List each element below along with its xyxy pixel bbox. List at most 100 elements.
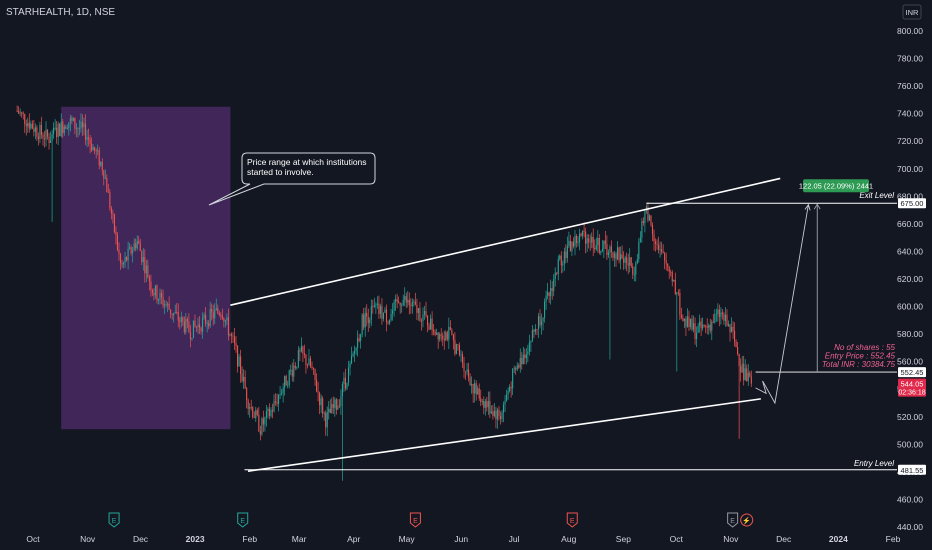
candle-body[interactable] (607, 252, 609, 255)
candle-body[interactable] (569, 240, 571, 252)
candle-body[interactable] (141, 250, 143, 263)
candle-body[interactable] (308, 358, 310, 366)
candle-body[interactable] (466, 369, 468, 372)
candle-body[interactable] (620, 254, 622, 261)
candle-body[interactable] (303, 353, 305, 355)
candle-body[interactable] (705, 325, 707, 327)
candle-body[interactable] (685, 318, 687, 327)
candle-body[interactable] (332, 404, 334, 408)
candle-body[interactable] (571, 241, 573, 252)
earnings-marker-icon[interactable] (409, 512, 421, 528)
candle-body[interactable] (551, 288, 553, 292)
candle-body[interactable] (636, 259, 638, 264)
candle-body[interactable] (393, 301, 395, 311)
candle-body[interactable] (651, 224, 654, 235)
candle-body[interactable] (287, 385, 289, 387)
candle-body[interactable] (398, 301, 400, 303)
candle-body[interactable] (483, 401, 485, 408)
candle-body[interactable] (157, 299, 160, 301)
candle-body[interactable] (323, 412, 325, 414)
candle-body[interactable] (616, 247, 619, 260)
candle-body[interactable] (568, 240, 570, 246)
candle-body[interactable] (518, 365, 520, 368)
candle-body[interactable] (528, 342, 530, 352)
candle-body[interactable] (316, 379, 318, 392)
candle-body[interactable] (416, 304, 418, 313)
candle-body[interactable] (718, 309, 720, 318)
candle-body[interactable] (215, 308, 217, 310)
candle-body[interactable] (606, 244, 608, 255)
candle-body[interactable] (644, 210, 646, 224)
candle-body[interactable] (63, 126, 65, 134)
candle-body[interactable] (586, 238, 588, 244)
candle-body[interactable] (653, 234, 655, 242)
candle-body[interactable] (279, 394, 281, 395)
candle-body[interactable] (244, 376, 246, 389)
candle-body[interactable] (676, 292, 678, 294)
candle-body[interactable] (741, 363, 743, 373)
candle-body[interactable] (350, 356, 353, 364)
candle-body[interactable] (610, 246, 613, 252)
candle-body[interactable] (595, 245, 597, 250)
candle-body[interactable] (261, 418, 263, 435)
candle-body[interactable] (189, 332, 191, 340)
candle-body[interactable] (45, 129, 47, 140)
candle-body[interactable] (471, 383, 473, 386)
candle-body[interactable] (72, 117, 74, 121)
candle-body[interactable] (434, 332, 436, 335)
candle-body[interactable] (433, 329, 435, 333)
candle-body[interactable] (740, 366, 742, 373)
candle-body[interactable] (21, 112, 23, 114)
candle-body[interactable] (712, 321, 714, 323)
candle-body[interactable] (673, 279, 675, 282)
candle-body[interactable] (74, 117, 76, 129)
candle-body[interactable] (648, 215, 651, 221)
candle-body[interactable] (24, 114, 26, 124)
candle-body[interactable] (340, 396, 342, 407)
candle-body[interactable] (334, 399, 336, 408)
candle-body[interactable] (382, 312, 385, 319)
candle-body[interactable] (417, 308, 419, 313)
candle-body[interactable] (51, 134, 53, 141)
candle-body[interactable] (100, 162, 102, 166)
candle-body[interactable] (22, 112, 24, 115)
candle-body[interactable] (615, 253, 617, 260)
candle-body[interactable] (411, 302, 413, 307)
candle-body[interactable] (542, 317, 544, 322)
candle-body[interactable] (299, 350, 301, 352)
candle-body[interactable] (512, 369, 514, 389)
candle-body[interactable] (121, 263, 123, 265)
candle-body[interactable] (180, 317, 182, 322)
candle-body[interactable] (683, 318, 685, 322)
candle-body[interactable] (460, 354, 462, 356)
candle-body[interactable] (506, 394, 508, 401)
candle-body[interactable] (352, 353, 354, 357)
candle-body[interactable] (227, 317, 229, 336)
candle-body[interactable] (592, 236, 594, 248)
candle-body[interactable] (366, 312, 368, 317)
candle-body[interactable] (91, 143, 93, 151)
candle-body[interactable] (513, 368, 515, 370)
candle-body[interactable] (458, 344, 461, 355)
candle-body[interactable] (600, 251, 602, 253)
candle-body[interactable] (732, 326, 734, 331)
candle-body[interactable] (135, 243, 137, 249)
candle-body[interactable] (623, 258, 625, 263)
candle-body[interactable] (548, 292, 550, 297)
channel-upper-line[interactable] (230, 177, 781, 306)
candle-body[interactable] (59, 123, 61, 137)
candle-body[interactable] (531, 330, 533, 341)
candle-body[interactable] (270, 409, 272, 417)
candle-body[interactable] (717, 309, 719, 315)
candle-body[interactable] (171, 313, 173, 315)
candle-body[interactable] (486, 401, 488, 408)
candle-body[interactable] (372, 306, 374, 308)
candle-body[interactable] (338, 405, 340, 407)
candle-body[interactable] (113, 214, 115, 232)
candle-body[interactable] (293, 365, 295, 377)
candle-body[interactable] (425, 311, 427, 316)
candle-body[interactable] (331, 404, 333, 414)
candle-body[interactable] (697, 325, 699, 333)
candle-body[interactable] (282, 387, 284, 394)
candle-body[interactable] (671, 272, 673, 282)
